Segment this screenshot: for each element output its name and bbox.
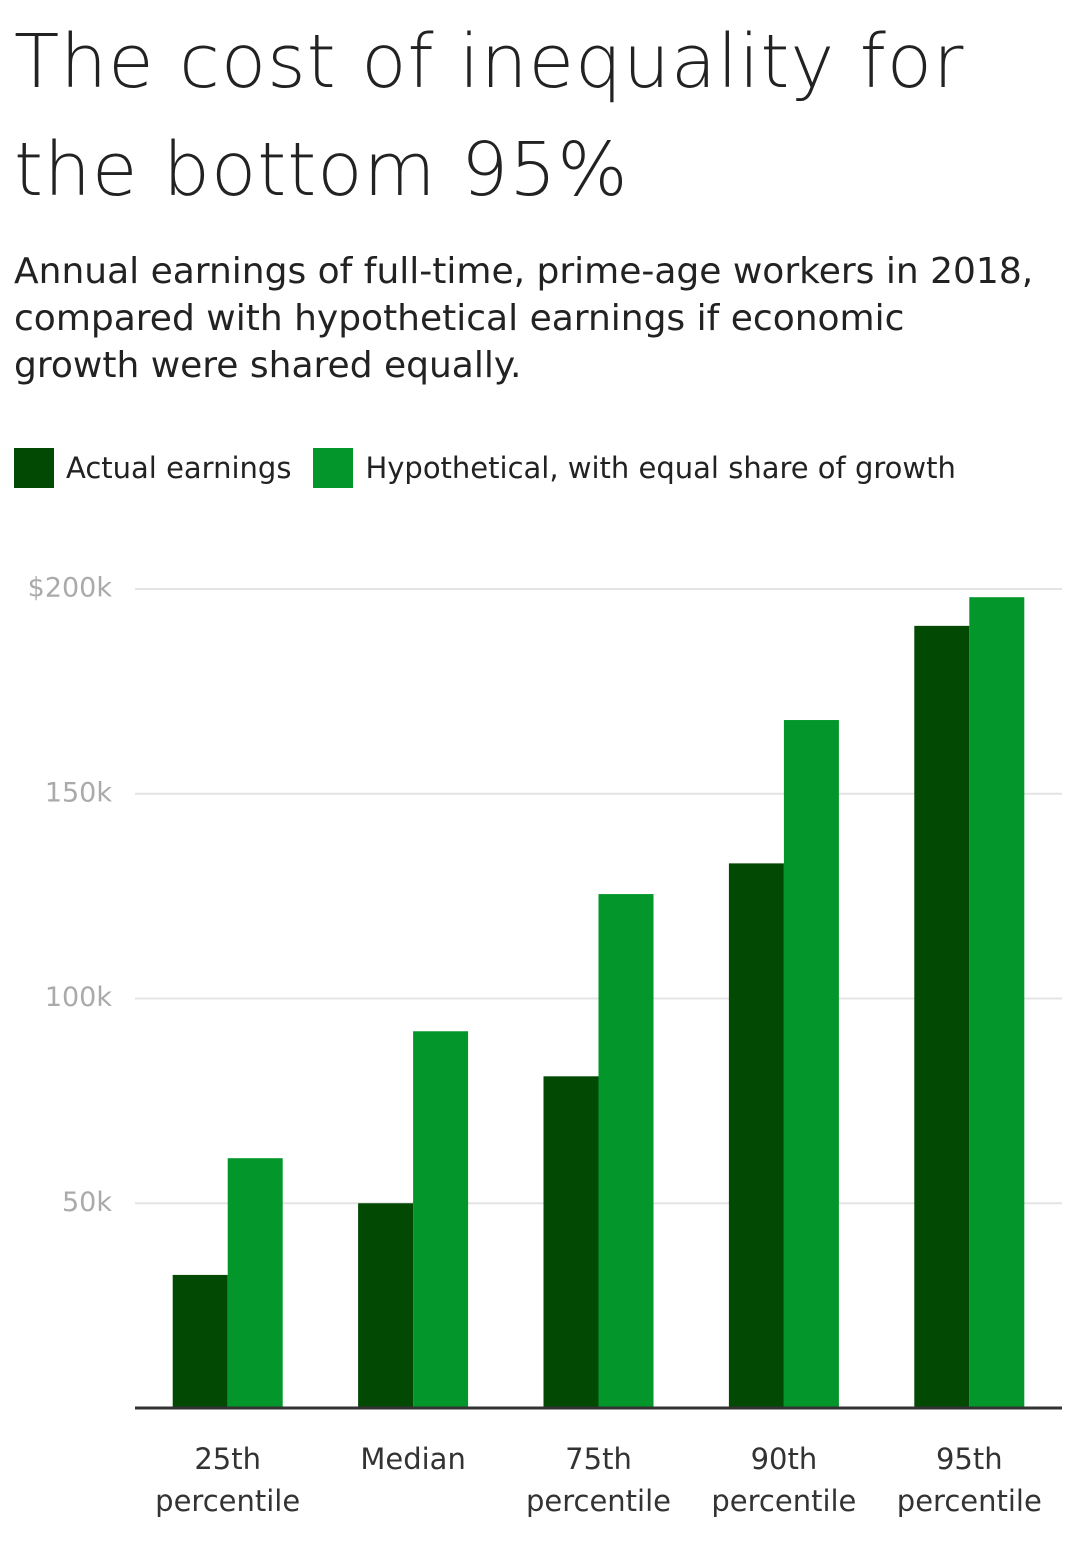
y-tick-label: 150k: [45, 777, 113, 808]
bar: [728, 863, 784, 1408]
x-tick-label: 25th percentile: [155, 1442, 301, 1518]
bar: [543, 1076, 599, 1408]
legend: Actual earnings Hypothetical, with equal …: [14, 448, 978, 488]
chart-subtitle: Annual earnings of full-time, prime-age …: [14, 251, 1034, 386]
bar: [783, 720, 839, 1408]
legend-item: Actual earnings: [14, 448, 291, 488]
bar: [969, 597, 1025, 1408]
legend-swatch: [313, 448, 354, 488]
legend-label: Hypothetical, with equal share of growth: [365, 451, 956, 485]
bar: [914, 625, 970, 1408]
x-tick-label: Median: [360, 1442, 466, 1476]
bar: [598, 894, 654, 1408]
chart-title: The cost of inequality for the bottom 95…: [14, 19, 965, 213]
bar: [227, 1158, 283, 1408]
bar: [413, 1031, 469, 1408]
bar: [172, 1274, 228, 1408]
x-tick-label: 75th percentile: [525, 1442, 672, 1518]
legend-label: Actual earnings: [66, 451, 292, 485]
legend-swatch: [14, 448, 54, 488]
bar: [358, 1203, 414, 1408]
x-tick-label: 90th percentile: [711, 1442, 857, 1518]
x-tick-label: 95th percentile: [896, 1442, 1042, 1518]
y-tick-label: $200k: [28, 573, 113, 604]
legend-item: Hypothetical, with equal share of growth: [313, 448, 956, 488]
y-tick-label: 100k: [45, 982, 113, 1013]
y-tick-label: 50k: [62, 1187, 112, 1218]
